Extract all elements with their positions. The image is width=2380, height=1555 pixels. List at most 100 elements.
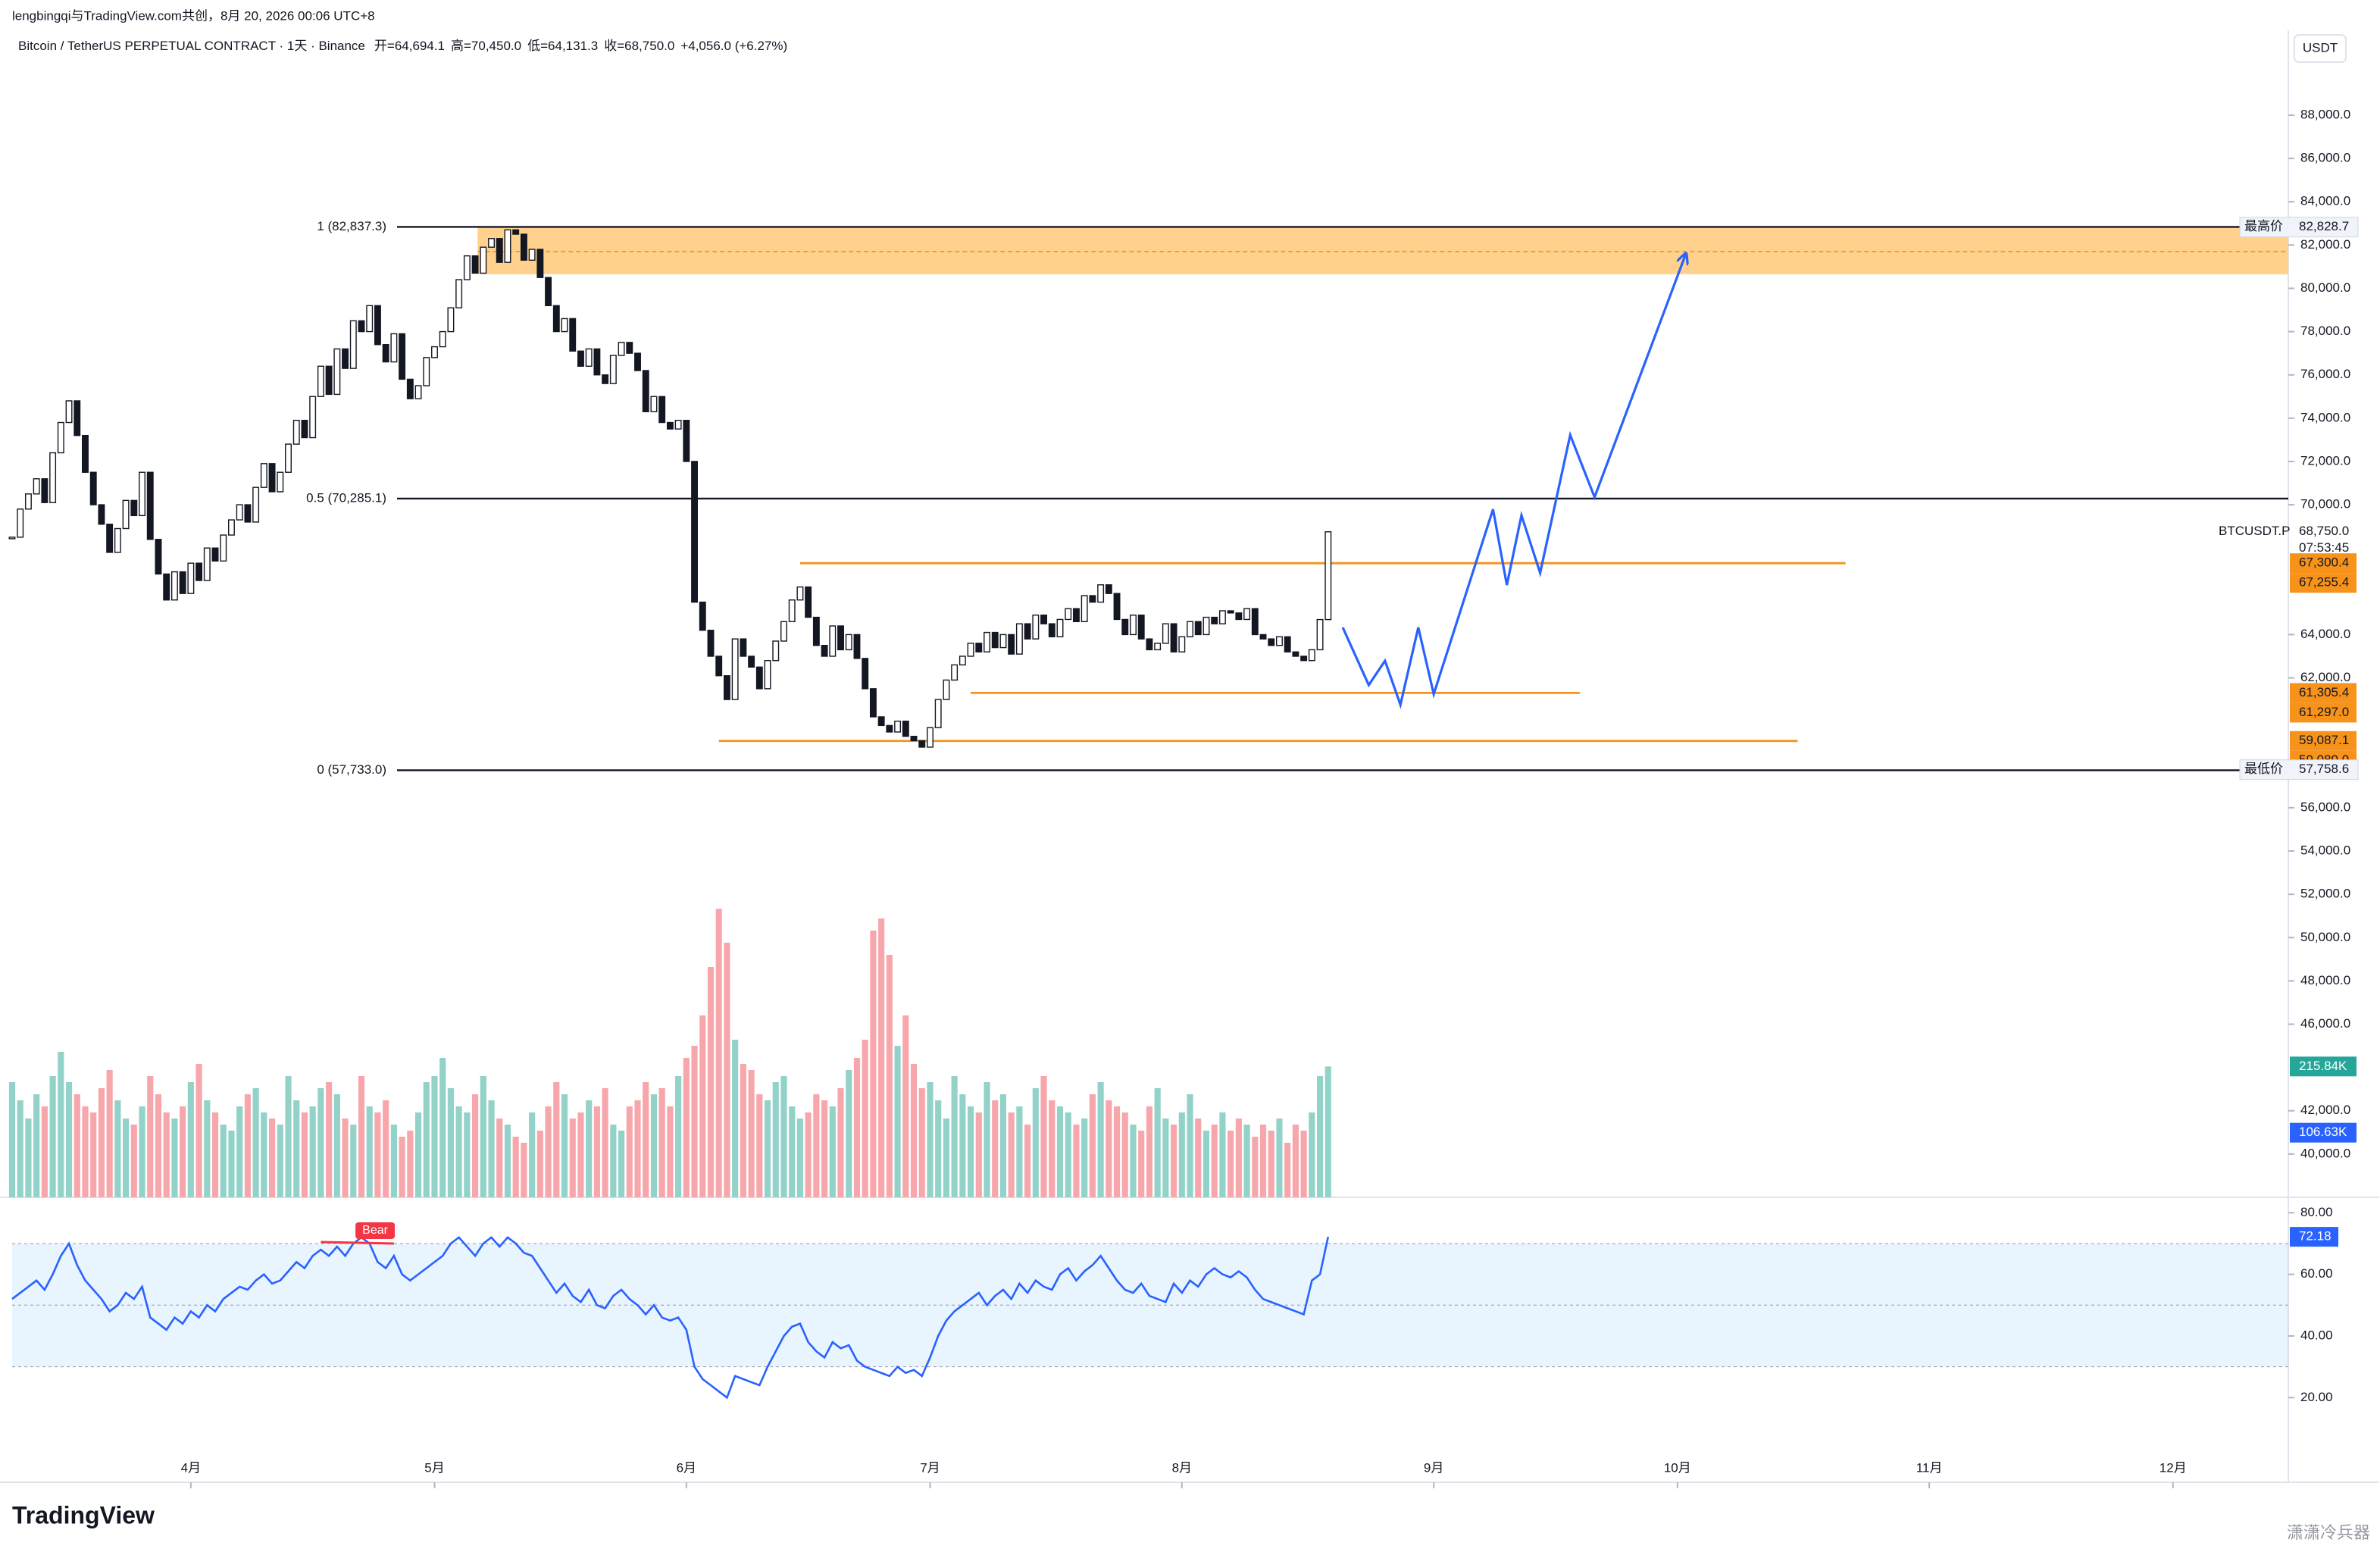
candle-body (155, 539, 162, 575)
volume-bar (740, 1064, 746, 1197)
candle-body (1292, 651, 1299, 657)
candle-body (1316, 618, 1324, 651)
candle-body (829, 625, 837, 657)
volume-bar (1154, 1088, 1161, 1197)
currency-box[interactable] (2294, 34, 2347, 63)
candle-body (618, 342, 625, 356)
candle-body (1276, 636, 1283, 646)
candle-body (480, 246, 487, 274)
volume-bar (545, 1106, 552, 1197)
candle-body (805, 586, 812, 618)
candle-body (577, 350, 584, 367)
price-tag-name: 最低价 (2244, 762, 2283, 776)
volume-bar (180, 1106, 186, 1197)
y-tick-label: 50,000.0 (2300, 930, 2350, 944)
y-tick-label: 52,000.0 (2300, 887, 2350, 901)
candle-body (894, 720, 902, 733)
candle-body (853, 634, 861, 659)
x-tick-label: 6月 (677, 1460, 696, 1475)
candle-body (1268, 638, 1275, 646)
candle-body (423, 357, 430, 386)
rsi-tick-label: 60.00 (2300, 1266, 2333, 1281)
volume-bar (967, 1106, 974, 1197)
candle-body (285, 443, 292, 473)
volume-bar (813, 1094, 820, 1197)
volume-bar (935, 1100, 942, 1197)
candle-body (89, 471, 97, 505)
candle-body (707, 630, 715, 657)
candle-body (342, 348, 349, 369)
candle-body (471, 255, 479, 274)
candle-body (390, 333, 398, 363)
volume-bar (699, 1015, 706, 1197)
price-label: 59,087.1 (2299, 733, 2349, 747)
volume-bar (82, 1106, 89, 1197)
candle-body (488, 238, 495, 248)
volume-bar (1008, 1112, 1015, 1197)
projection-path (1341, 255, 1685, 709)
fib-label: 1 (82,837.3) (317, 219, 386, 233)
candle-body (837, 625, 844, 651)
volume-bar (1032, 1088, 1039, 1197)
candle-body (65, 400, 73, 424)
currency[interactable]: USDT (2303, 40, 2338, 55)
candle-body (1081, 595, 1088, 622)
candle-body (1211, 616, 1218, 624)
volume-bar (1121, 1112, 1128, 1197)
candle-body (886, 724, 893, 733)
volume-bar (33, 1094, 40, 1197)
volume-bar (1268, 1131, 1274, 1197)
candle-body (333, 348, 341, 396)
y-tick-label: 74,000.0 (2300, 410, 2350, 424)
candle-body (252, 487, 260, 523)
x-tick-label: 4月 (181, 1460, 201, 1475)
candle-body (934, 699, 942, 728)
x-tick-label: 7月 (920, 1460, 940, 1475)
candle-body (683, 419, 690, 462)
candle-body (626, 342, 633, 354)
candle-body (1072, 608, 1080, 622)
candle-body (277, 471, 284, 493)
volume-bar (268, 1119, 276, 1197)
volume-bar (358, 1076, 365, 1197)
candle-body (170, 571, 178, 601)
candle-body (699, 601, 706, 631)
y-tick-label: 88,000.0 (2300, 107, 2350, 121)
candle-body (918, 740, 926, 748)
candle-body (244, 504, 252, 523)
candle-body (406, 378, 414, 399)
last-price: 68,750.0 (2299, 524, 2349, 538)
candle-body (358, 320, 365, 333)
volume-bar (211, 1112, 219, 1197)
candle-body (122, 499, 130, 530)
rsi-line (11, 1236, 1330, 1400)
candle-body (33, 478, 40, 495)
candle-body (927, 727, 934, 748)
volume-bar (1073, 1125, 1080, 1197)
candle-body (130, 499, 138, 517)
volume-bar (366, 1106, 373, 1197)
volume-bar (756, 1094, 763, 1197)
candle-body (1113, 593, 1121, 621)
candle-body (1308, 649, 1315, 662)
candle-body (374, 305, 381, 346)
volume-bar (447, 1088, 455, 1197)
y-tick-label: 54,000.0 (2300, 843, 2350, 858)
divergence-box (355, 1222, 396, 1239)
candle-body (309, 396, 317, 439)
candle-body (772, 640, 780, 662)
candle-body (1008, 634, 1015, 655)
candle-body (187, 562, 195, 594)
volume-bar (58, 1052, 64, 1197)
volume-bar (407, 1131, 414, 1197)
volume-bar (675, 1076, 682, 1197)
fib-label: 0 (57,733.0) (317, 762, 386, 777)
candle-body (1259, 634, 1267, 640)
y-tick-label: 42,000.0 (2300, 1103, 2350, 1117)
candle-body (1300, 655, 1308, 662)
volume-bar (1106, 1100, 1112, 1197)
volume-bar (1300, 1131, 1307, 1197)
fib-label: 0.5 (70,285.1) (306, 490, 386, 505)
candle-body (1187, 621, 1193, 637)
candle-body (301, 419, 308, 439)
